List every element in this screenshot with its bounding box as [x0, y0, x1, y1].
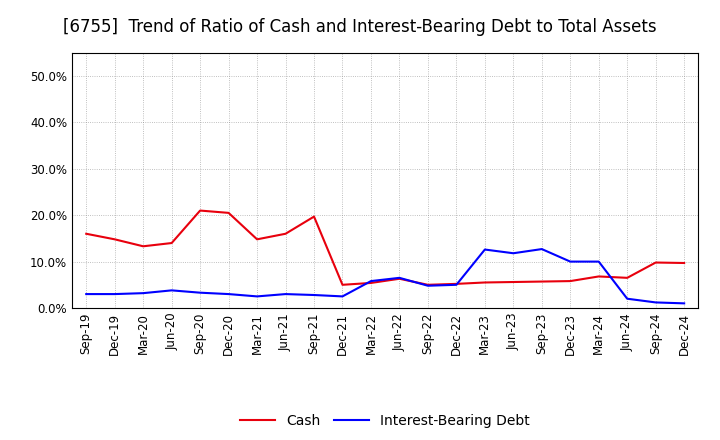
- Legend: Cash, Interest-Bearing Debt: Cash, Interest-Bearing Debt: [235, 409, 536, 434]
- Cash: [452, 281, 461, 286]
- Interest-Bearing Debt: [82, 291, 91, 297]
- Cash: [680, 260, 688, 266]
- Cash: [253, 237, 261, 242]
- Interest-Bearing Debt: [225, 291, 233, 297]
- Interest-Bearing Debt: [167, 288, 176, 293]
- Interest-Bearing Debt: [480, 247, 489, 252]
- Interest-Bearing Debt: [680, 301, 688, 306]
- Cash: [338, 282, 347, 287]
- Interest-Bearing Debt: [282, 291, 290, 297]
- Interest-Bearing Debt: [509, 251, 518, 256]
- Cash: [82, 231, 91, 236]
- Interest-Bearing Debt: [338, 294, 347, 299]
- Interest-Bearing Debt: [623, 296, 631, 301]
- Cash: [623, 275, 631, 280]
- Cash: [139, 244, 148, 249]
- Interest-Bearing Debt: [423, 283, 432, 288]
- Cash: [480, 280, 489, 285]
- Interest-Bearing Debt: [310, 292, 318, 297]
- Interest-Bearing Debt: [652, 300, 660, 305]
- Cash: [282, 231, 290, 236]
- Interest-Bearing Debt: [366, 279, 375, 284]
- Cash: [366, 280, 375, 286]
- Cash: [595, 274, 603, 279]
- Interest-Bearing Debt: [566, 259, 575, 264]
- Interest-Bearing Debt: [395, 275, 404, 280]
- Cash: [566, 279, 575, 284]
- Interest-Bearing Debt: [537, 246, 546, 252]
- Line: Interest-Bearing Debt: Interest-Bearing Debt: [86, 249, 684, 303]
- Interest-Bearing Debt: [253, 294, 261, 299]
- Cash: [310, 214, 318, 219]
- Cash: [110, 237, 119, 242]
- Cash: [652, 260, 660, 265]
- Cash: [423, 282, 432, 287]
- Cash: [167, 240, 176, 246]
- Cash: [395, 276, 404, 282]
- Line: Cash: Cash: [86, 211, 684, 285]
- Cash: [509, 279, 518, 285]
- Interest-Bearing Debt: [139, 290, 148, 296]
- Cash: [225, 210, 233, 216]
- Text: [6755]  Trend of Ratio of Cash and Interest-Bearing Debt to Total Assets: [6755] Trend of Ratio of Cash and Intere…: [63, 18, 657, 36]
- Interest-Bearing Debt: [196, 290, 204, 295]
- Cash: [196, 208, 204, 213]
- Cash: [537, 279, 546, 284]
- Interest-Bearing Debt: [595, 259, 603, 264]
- Interest-Bearing Debt: [452, 282, 461, 287]
- Interest-Bearing Debt: [110, 291, 119, 297]
